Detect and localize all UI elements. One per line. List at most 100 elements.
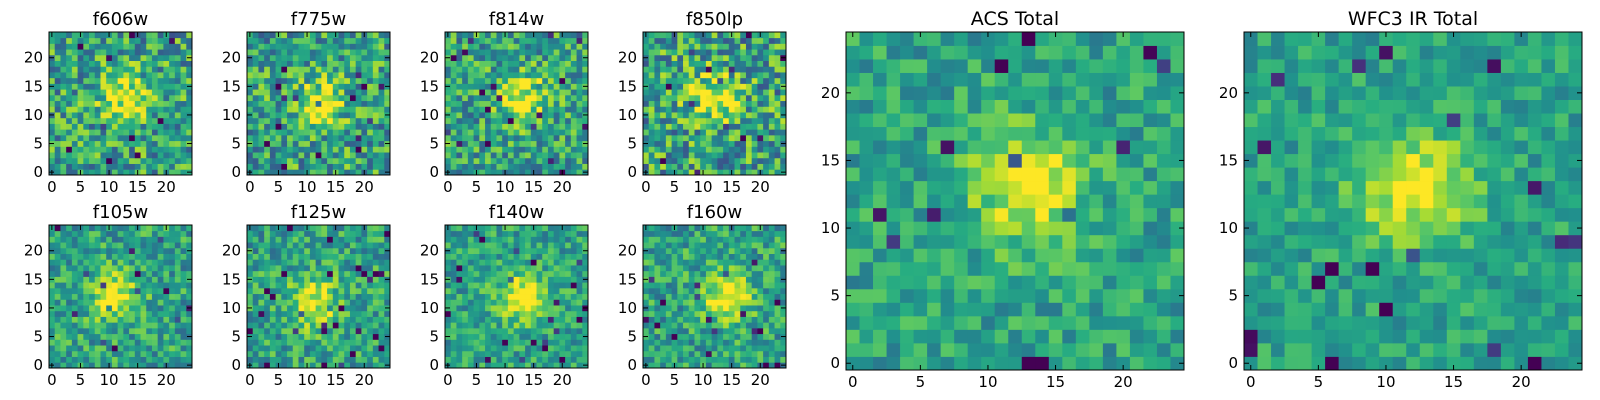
heatmap-cell: [648, 66, 655, 73]
heatmap-cell: [496, 333, 503, 340]
heatmap-cell: [570, 129, 577, 136]
heatmap-cell: [49, 345, 56, 352]
heatmap-cell: [378, 247, 385, 254]
heatmap-cell: [258, 310, 265, 317]
heatmap-cell: [496, 236, 503, 243]
heatmap-cell: [344, 169, 351, 176]
heatmap-cell: [140, 94, 147, 102]
heatmap-cell: [146, 66, 153, 73]
heatmap-cell: [717, 333, 724, 340]
heatmap-cell: [83, 146, 90, 153]
heatmap-cell: [768, 72, 775, 79]
heatmap-cell: [315, 276, 322, 283]
heatmap-cell: [660, 37, 667, 44]
heatmap-cell: [530, 43, 537, 50]
x-tick-label: 0: [245, 371, 255, 389]
heatmap-cell: [180, 66, 187, 73]
heatmap-cell: [473, 350, 480, 357]
heatmap-cell: [372, 236, 379, 243]
heatmap-cell: [54, 270, 61, 277]
heatmap-cell: [757, 293, 764, 300]
heatmap-cell: [275, 316, 282, 323]
heatmap-cell: [519, 276, 526, 283]
heatmap-cell: [542, 322, 549, 329]
heatmap-cell: [140, 123, 147, 130]
heatmap-cell: [163, 310, 170, 317]
heatmap-cell: [490, 32, 497, 39]
heatmap-cell: [169, 362, 176, 369]
heatmap-cell: [338, 270, 345, 277]
heatmap-cell: [665, 339, 672, 346]
heatmap-cell: [547, 89, 555, 96]
heatmap-cell: [507, 310, 515, 317]
heatmap-cell: [582, 157, 589, 164]
heatmap-cell: [757, 106, 764, 113]
heatmap-cell: [671, 83, 678, 90]
heatmap-cell: [780, 129, 787, 136]
heatmap-cell: [252, 106, 259, 113]
heatmap-cell: [582, 242, 589, 249]
heatmap-cell: [129, 112, 136, 119]
heatmap-cell: [654, 66, 661, 73]
heatmap-cell: [490, 339, 497, 346]
heatmap-cell: [774, 316, 781, 323]
heatmap-cell: [740, 32, 747, 39]
heatmap-cell: [367, 362, 374, 369]
heatmap-cell: [321, 77, 328, 84]
heatmap-cell: [123, 225, 130, 232]
heatmap-cell: [530, 157, 537, 164]
heatmap-cell: [367, 89, 374, 96]
heatmap-cell: [536, 66, 543, 73]
heatmap-cell: [338, 37, 345, 44]
heatmap-cell: [66, 299, 73, 306]
heatmap-cell: [473, 299, 480, 306]
heatmap-cell: [327, 37, 334, 44]
heatmap-cell: [169, 123, 176, 130]
heatmap-cell: [338, 287, 345, 295]
heatmap-cell: [258, 77, 265, 84]
heatmap-cell: [565, 37, 572, 44]
heatmap-cell: [462, 310, 469, 317]
heatmap-cell: [66, 259, 73, 266]
heatmap-cell: [525, 89, 532, 96]
heatmap-cell: [281, 270, 288, 277]
heatmap-cell: [174, 163, 181, 170]
heatmap-cell: [77, 54, 84, 61]
heatmap-cell: [688, 305, 695, 312]
heatmap-cell: [344, 265, 351, 272]
heatmap-cell: [157, 253, 164, 260]
heatmap-cell: [384, 43, 391, 50]
heatmap-cell: [71, 253, 78, 260]
heatmap-cell: [264, 259, 271, 266]
heatmap-cell: [258, 282, 265, 289]
heatmap-cell: [582, 316, 589, 323]
heatmap-cell: [502, 94, 509, 102]
heatmap-cell: [694, 66, 701, 73]
heatmap-cell: [281, 32, 288, 39]
heatmap-cell: [462, 157, 469, 164]
heatmap-cell: [745, 356, 753, 363]
heatmap-cell: [705, 152, 713, 159]
heatmap-cell: [530, 316, 537, 323]
heatmap-cell: [180, 276, 187, 283]
heatmap-cell: [338, 299, 345, 306]
heatmap-cell: [163, 60, 170, 67]
heatmap-cell: [763, 89, 770, 96]
heatmap-cell: [565, 339, 572, 346]
heatmap-cell: [467, 327, 474, 335]
heatmap-cell: [467, 140, 474, 147]
heatmap-cell: [513, 247, 520, 254]
heatmap-cell: [327, 100, 334, 107]
x-tick-label: 10: [100, 371, 119, 389]
heatmap-cell: [327, 134, 334, 142]
heatmap-cell: [287, 106, 294, 113]
heatmap-cell: [60, 265, 67, 272]
heatmap-cell: [660, 83, 667, 90]
heatmap-cell: [146, 157, 153, 164]
heatmap-cell: [66, 282, 73, 289]
heatmap-cell: [507, 230, 515, 237]
heatmap-cell: [705, 66, 713, 73]
heatmap-cell: [763, 287, 770, 295]
heatmap-cell: [83, 123, 90, 130]
heatmap-cell: [269, 345, 276, 352]
